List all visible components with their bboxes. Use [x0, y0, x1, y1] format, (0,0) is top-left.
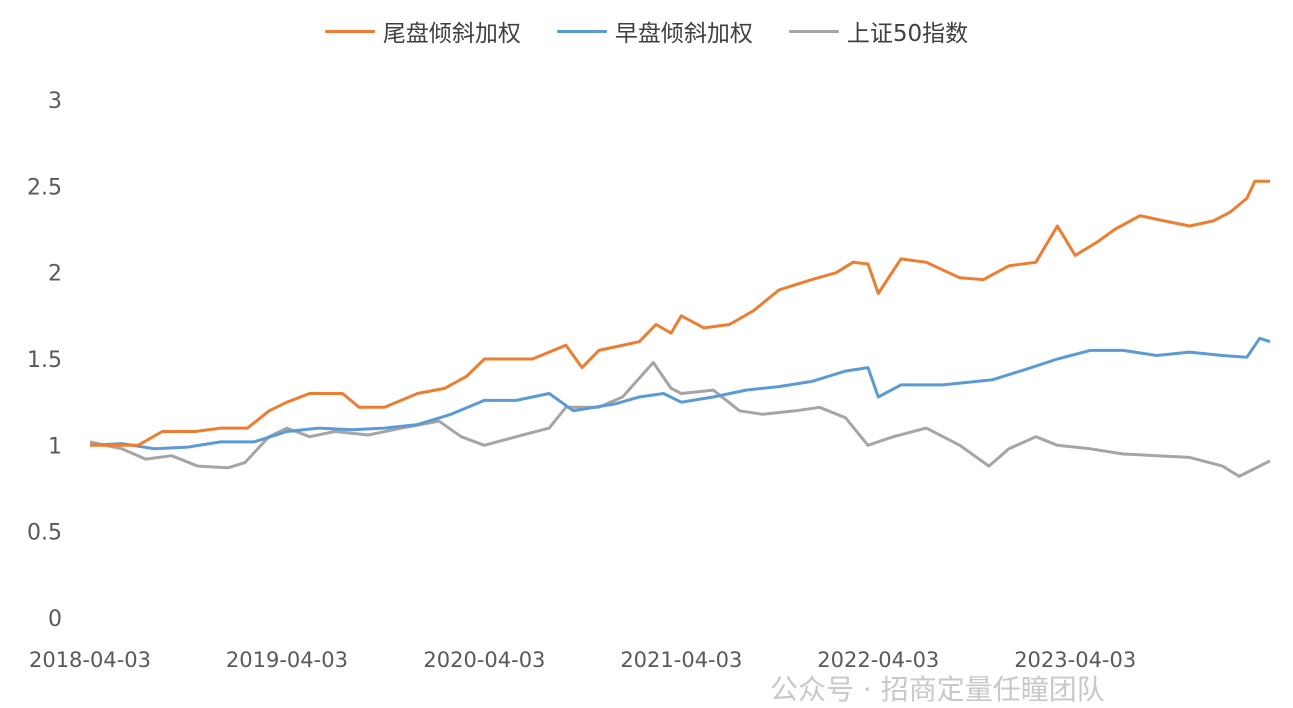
series-layer	[89, 179, 1271, 478]
x-tick-label: 2018-04-03	[29, 648, 151, 672]
x-axis: 2018-04-03 2019-04-03 2020-04-03 2021-04-03…	[29, 648, 1136, 672]
y-tick-label: 3	[48, 89, 62, 114]
x-tick-label: 2020-04-03	[423, 648, 545, 672]
y-tick-label: 0.5	[27, 521, 62, 546]
y-axis: 0 0.5 1 1.5 2 2.5 3	[27, 89, 62, 632]
y-tick-label: 1	[48, 434, 62, 459]
line-chart: 0 0.5 1 1.5 2 2.5 3 2018-04-03 2019-04-03 2020-0…	[27, 89, 1271, 672]
x-tick-label: 2019-04-03	[226, 648, 348, 672]
legend-swatch-sse50	[788, 29, 839, 33]
legend-label-morning: 早盘倾斜加权	[614, 21, 753, 47]
y-tick-label: 0	[48, 607, 62, 632]
y-tick-label: 2.5	[27, 175, 62, 200]
watermark-text: 公众号 · 招商定量任瞳团队	[770, 673, 1105, 706]
legend-label-sse50: 上证50指数	[846, 21, 969, 47]
legend-item-sse50: 上证50指数	[788, 14, 969, 48]
chart-legend: 尾盘倾斜加权 早盘倾斜加权 上证50指数	[0, 14, 1293, 48]
x-tick-label: 2021-04-03	[620, 648, 742, 672]
legend-item-tail: 尾盘倾斜加权	[324, 14, 521, 48]
legend-label-tail: 尾盘倾斜加权	[382, 21, 521, 47]
legend-swatch-tail	[324, 29, 375, 33]
y-tick-label: 1.5	[27, 348, 62, 373]
x-tick-label: 2022-04-03	[817, 648, 939, 672]
series-line-1	[89, 336, 1271, 451]
series-line-2	[89, 361, 1271, 478]
x-tick-label: 2023-04-03	[1014, 648, 1136, 672]
series-line-0	[90, 179, 1270, 447]
legend-swatch-morning	[556, 29, 607, 33]
y-tick-label: 2	[48, 262, 62, 287]
legend-item-morning: 早盘倾斜加权	[556, 14, 753, 48]
